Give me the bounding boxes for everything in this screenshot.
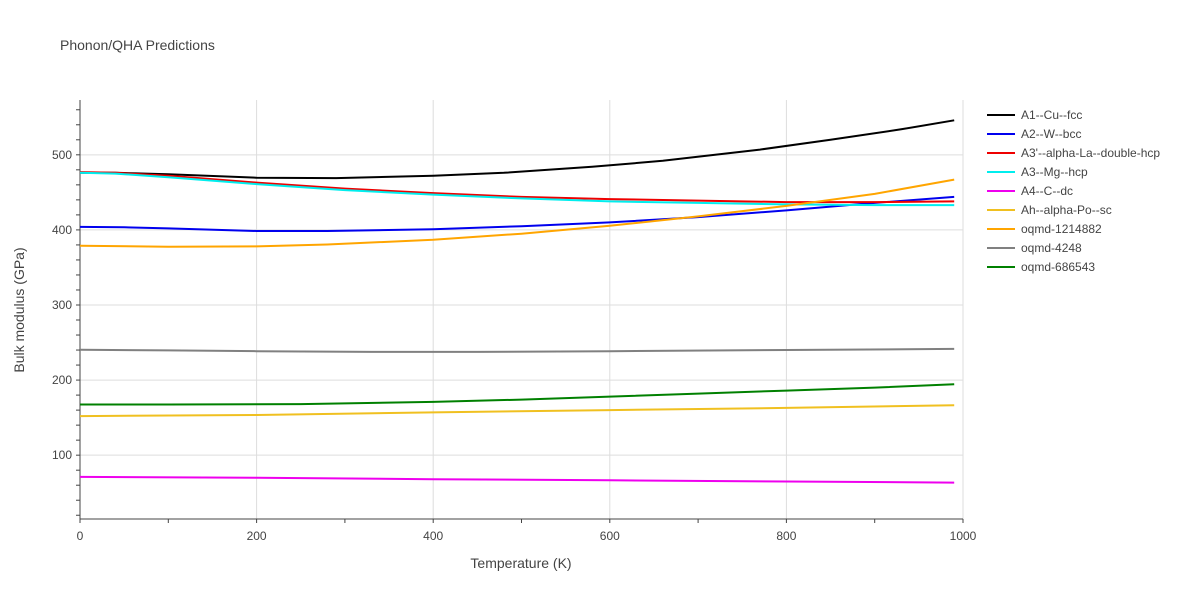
legend-item[interactable]: Ah--alpha-Po--sc — [987, 203, 1112, 217]
series-line-6 — [79, 178, 955, 248]
legend-label: A3--Mg--hcp — [1021, 165, 1088, 179]
legend-label: oqmd-686543 — [1021, 260, 1095, 274]
series-line-4 — [79, 475, 955, 484]
legend-label: A3'--alpha-La--double-hcp — [1021, 146, 1160, 160]
series-line-8 — [80, 383, 955, 406]
legend-item[interactable]: A3--Mg--hcp — [987, 165, 1088, 179]
legend-item[interactable]: A1--Cu--fcc — [987, 108, 1082, 122]
legend-label: oqmd-4248 — [1021, 241, 1082, 255]
x-axis-title: Temperature (K) — [470, 555, 571, 571]
series-line-7 — [79, 347, 955, 353]
x-tick-label: 0 — [77, 529, 84, 543]
legend-label: Ah--alpha-Po--sc — [1021, 203, 1112, 217]
chart-title: Phonon/QHA Predictions — [60, 37, 215, 53]
y-tick-label: 300 — [52, 298, 72, 312]
y-axis-title: Bulk modulus (GPa) — [11, 247, 27, 372]
grid — [80, 100, 964, 519]
legend-item[interactable]: oqmd-4248 — [987, 241, 1082, 255]
legend-label: A1--Cu--fcc — [1021, 108, 1082, 122]
series-line-0 — [80, 119, 955, 180]
series-line-5 — [79, 404, 955, 418]
y-tick-label: 400 — [52, 223, 72, 237]
legend-item[interactable]: A4--C--dc — [987, 184, 1073, 198]
legend-item[interactable]: A3'--alpha-La--double-hcp — [987, 146, 1160, 160]
y-tick-label: 500 — [52, 148, 72, 162]
legend-label: oqmd-1214882 — [1021, 222, 1102, 236]
x-tick-label: 1000 — [950, 529, 977, 543]
series-line-2 — [79, 171, 955, 204]
x-tick-label: 400 — [423, 529, 443, 543]
legend-item[interactable]: oqmd-686543 — [987, 260, 1095, 274]
legend-label: A2--W--bcc — [1021, 127, 1081, 141]
series-group — [79, 119, 955, 484]
legend: A1--Cu--fcc A2--W--bcc A3'--alpha-La--doub… — [987, 108, 1160, 274]
x-tick-label: 600 — [600, 529, 620, 543]
axes: 0 200 400 600 800 1000 100 200 300 400 500 — [52, 100, 977, 543]
series-line-1 — [79, 195, 955, 232]
legend-label: A4--C--dc — [1021, 184, 1073, 198]
y-tick-label: 200 — [52, 373, 72, 387]
x-tick-label: 200 — [247, 529, 267, 543]
y-tick-label: 100 — [52, 448, 72, 462]
legend-item[interactable]: oqmd-1214882 — [987, 222, 1102, 236]
x-tick-label: 800 — [776, 529, 796, 543]
legend-item[interactable]: A2--W--bcc — [987, 127, 1081, 141]
